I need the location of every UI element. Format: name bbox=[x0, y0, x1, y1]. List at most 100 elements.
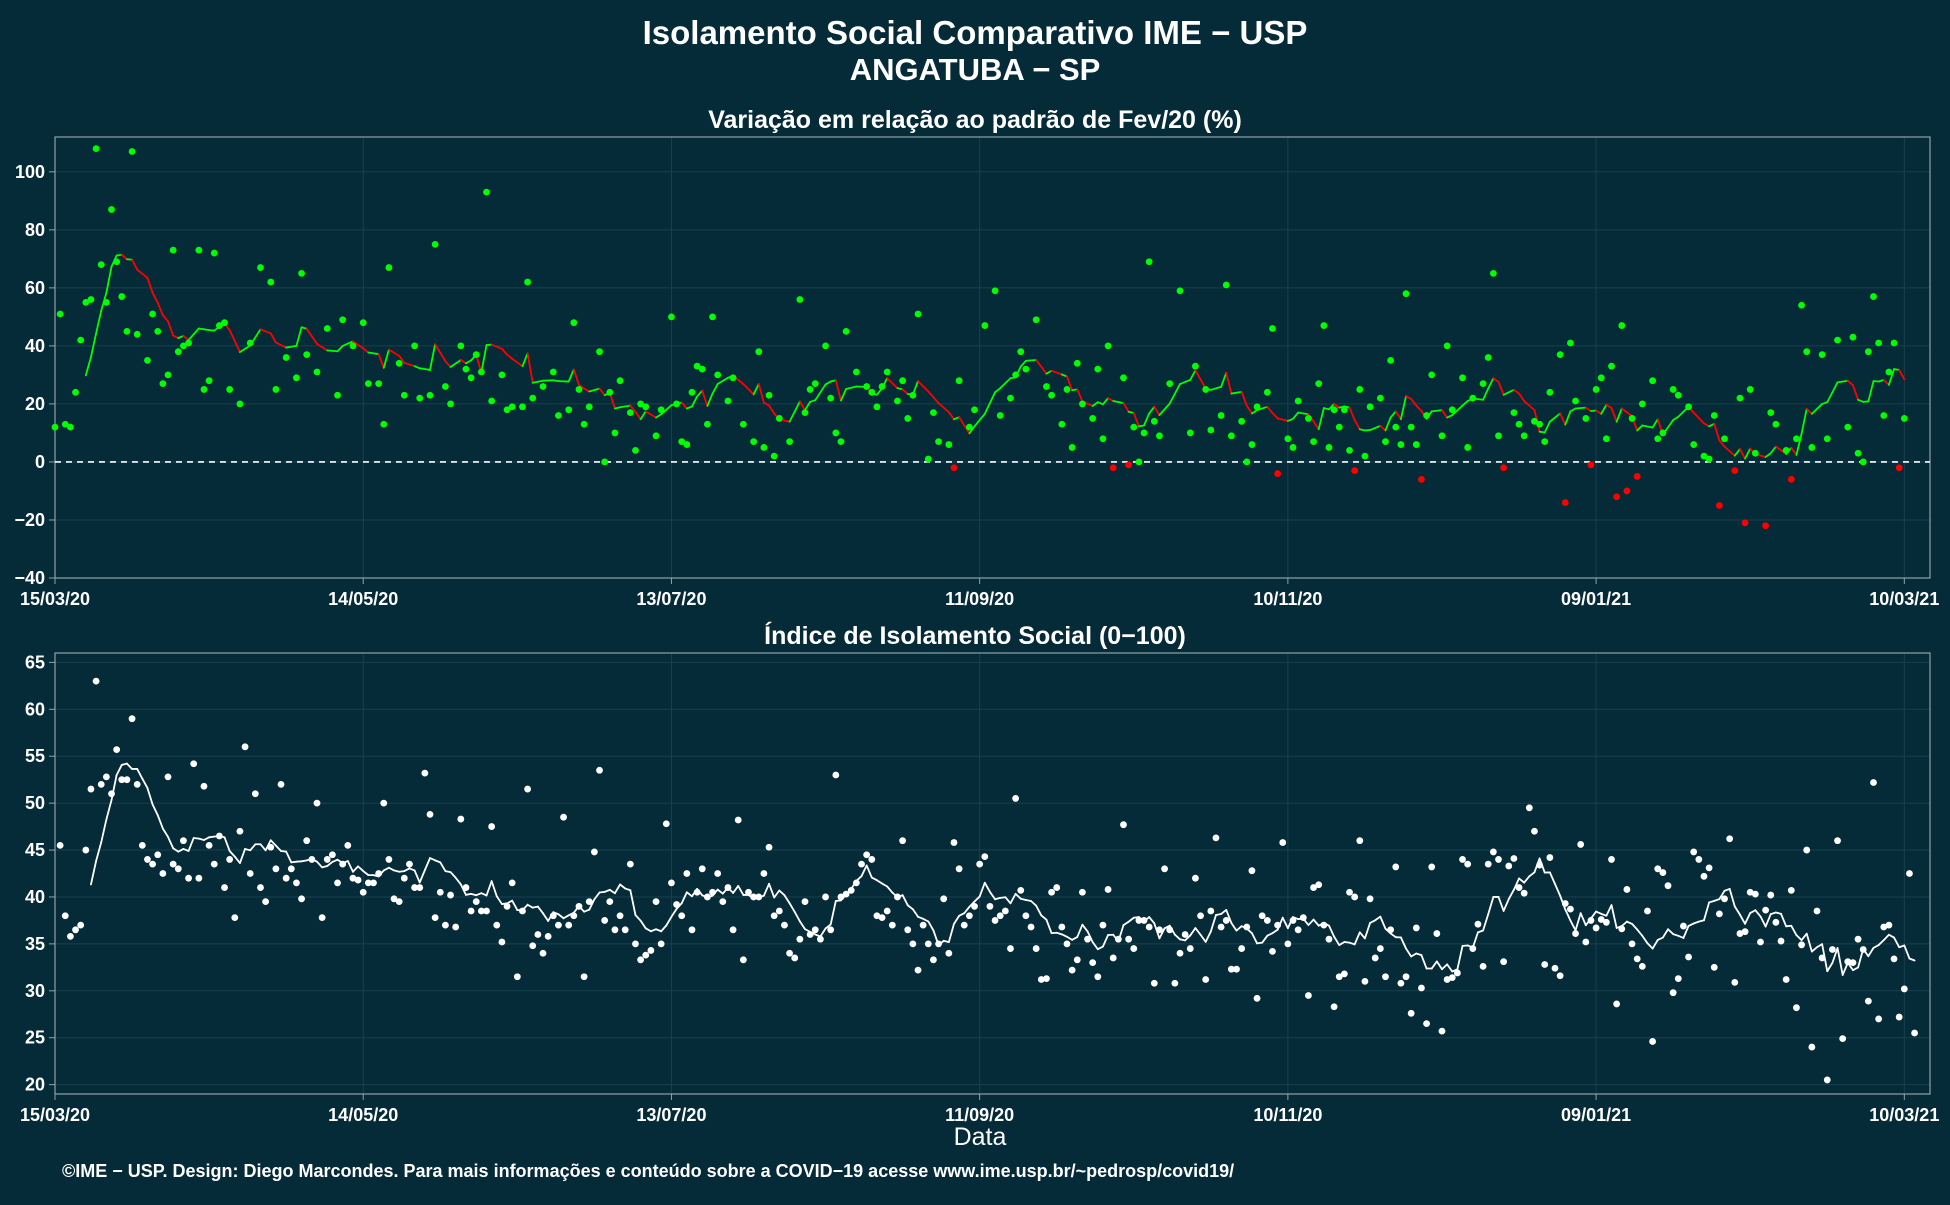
trend-line-segment bbox=[594, 893, 599, 900]
data-point bbox=[1793, 435, 1800, 442]
trend-line-segment bbox=[1617, 408, 1622, 421]
data-point bbox=[1274, 470, 1281, 477]
data-point bbox=[113, 258, 120, 265]
data-point bbox=[1772, 919, 1779, 926]
plot-frame bbox=[55, 137, 1930, 578]
data-point bbox=[1290, 917, 1297, 924]
data-point bbox=[1048, 392, 1055, 399]
data-point bbox=[432, 241, 439, 248]
data-point bbox=[981, 322, 988, 329]
data-point bbox=[1618, 322, 1625, 329]
data-point bbox=[468, 908, 475, 915]
trend-line-segment bbox=[1016, 894, 1021, 899]
data-point bbox=[1752, 450, 1759, 457]
data-point bbox=[1284, 435, 1291, 442]
data-point bbox=[1639, 401, 1646, 408]
trend-line-segment bbox=[1894, 938, 1899, 948]
data-point bbox=[262, 898, 269, 905]
trend-line-segment bbox=[1812, 404, 1822, 414]
data-point bbox=[843, 328, 850, 335]
trend-line-segment bbox=[1483, 914, 1488, 930]
x-tick-label: 14/05/20 bbox=[328, 1105, 398, 1125]
trend-line-segment bbox=[147, 278, 152, 293]
trend-line-segment bbox=[1504, 390, 1514, 395]
data-point bbox=[298, 895, 305, 902]
data-point bbox=[699, 865, 706, 872]
trend-line-segment bbox=[1622, 922, 1627, 926]
data-point bbox=[118, 293, 125, 300]
data-point bbox=[1120, 821, 1127, 828]
data-point bbox=[93, 145, 100, 152]
trend-line-segment bbox=[733, 886, 738, 893]
data-point bbox=[1310, 438, 1317, 445]
y-tick-label: 40 bbox=[25, 336, 45, 356]
data-point bbox=[1886, 369, 1893, 376]
data-point bbox=[606, 389, 613, 396]
data-point bbox=[185, 340, 192, 347]
data-point bbox=[1516, 884, 1523, 891]
data-point bbox=[67, 933, 74, 940]
trend-line-segment bbox=[168, 837, 173, 848]
data-point bbox=[108, 790, 115, 797]
trend-line-segment bbox=[1848, 381, 1853, 386]
data-point bbox=[1141, 430, 1148, 437]
data-point bbox=[165, 372, 172, 379]
trend-line-segment bbox=[1401, 937, 1406, 948]
data-point bbox=[1264, 389, 1271, 396]
data-point bbox=[992, 287, 999, 294]
data-point bbox=[1058, 924, 1065, 931]
data-point bbox=[201, 386, 208, 393]
data-point bbox=[144, 357, 151, 364]
data-point bbox=[1171, 980, 1178, 987]
data-point bbox=[175, 865, 182, 872]
data-point bbox=[411, 342, 418, 349]
data-point bbox=[560, 814, 567, 821]
trend-line-segment bbox=[1190, 928, 1195, 935]
data-point bbox=[699, 366, 706, 373]
data-point bbox=[1351, 894, 1358, 901]
trend-line-segment bbox=[1308, 920, 1313, 925]
x-tick-label: 10/03/21 bbox=[1869, 1105, 1939, 1125]
data-point bbox=[211, 250, 218, 257]
data-point bbox=[272, 865, 279, 872]
trend-line-segment bbox=[1493, 378, 1498, 382]
data-point bbox=[1192, 363, 1199, 370]
trend-line-segment bbox=[96, 311, 101, 334]
data-point bbox=[1798, 941, 1805, 948]
data-point bbox=[1156, 926, 1163, 933]
data-point bbox=[421, 770, 428, 777]
data-point bbox=[1469, 395, 1476, 402]
data-point bbox=[570, 319, 577, 326]
data-point bbox=[565, 922, 572, 929]
data-point bbox=[1752, 891, 1759, 898]
trend-line-segment bbox=[1642, 936, 1647, 943]
trend-line-segment bbox=[1760, 916, 1765, 926]
data-point bbox=[1130, 424, 1137, 431]
data-point bbox=[689, 926, 696, 933]
data-point bbox=[976, 861, 983, 868]
data-point bbox=[1680, 923, 1687, 930]
trend-line-segment bbox=[1226, 373, 1231, 394]
data-point bbox=[704, 894, 711, 901]
data-point bbox=[719, 898, 726, 905]
trend-line-segment bbox=[754, 384, 759, 394]
data-point bbox=[427, 811, 434, 818]
data-point bbox=[62, 912, 69, 919]
trend-line-segment bbox=[954, 916, 959, 924]
trend-line-segment bbox=[296, 327, 301, 346]
data-point bbox=[956, 377, 963, 384]
trend-line-segment bbox=[1498, 897, 1503, 911]
data-point bbox=[483, 189, 490, 196]
data-point bbox=[1290, 444, 1297, 451]
data-point bbox=[1670, 989, 1677, 996]
data-point bbox=[673, 401, 680, 408]
data-point bbox=[1012, 372, 1019, 379]
trend-line-segment bbox=[142, 779, 147, 788]
data-point bbox=[997, 412, 1004, 419]
data-point bbox=[879, 914, 886, 921]
data-point bbox=[380, 800, 387, 807]
data-point bbox=[1341, 406, 1348, 413]
data-point bbox=[1130, 945, 1137, 952]
data-point bbox=[606, 898, 613, 905]
trend-line-segment bbox=[800, 401, 805, 410]
